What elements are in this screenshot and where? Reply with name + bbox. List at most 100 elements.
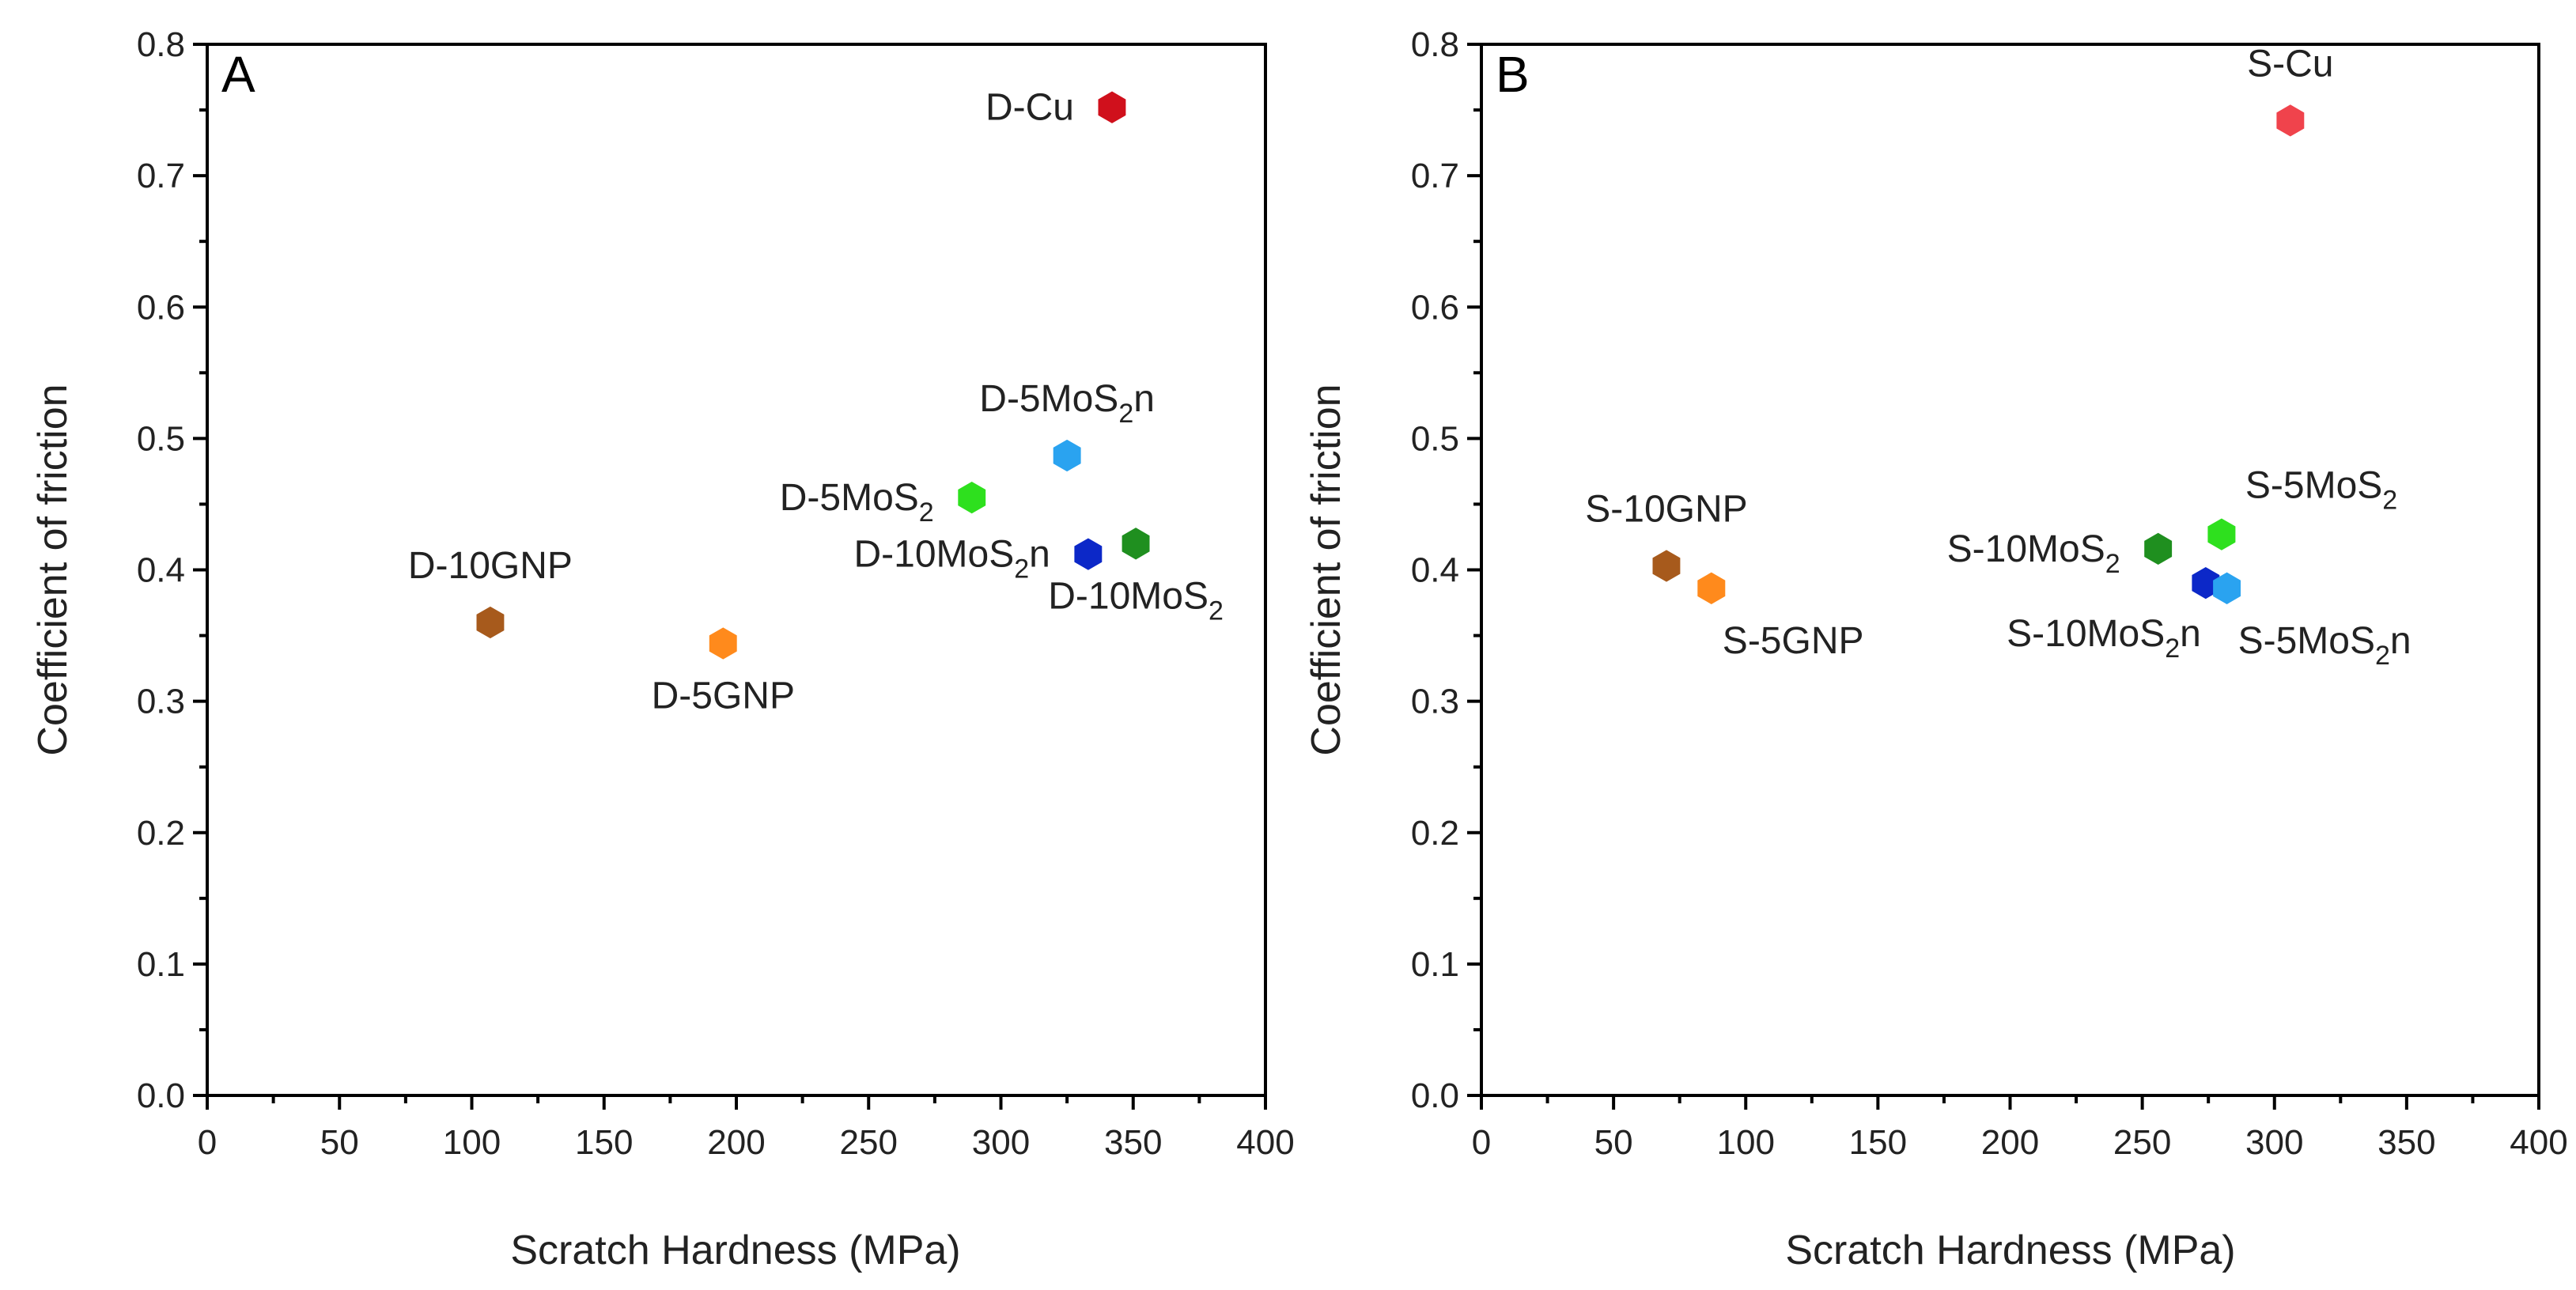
x-axis-title: Scratch Hardness (MPa) [510, 1228, 960, 1273]
label-subscript: 2 [1118, 399, 1133, 429]
point-label-S-10GNP: S-10GNP [1585, 489, 1747, 531]
label-main: D-5MoS [979, 378, 1118, 420]
x-axis-title: Scratch Hardness (MPa) [1785, 1228, 2235, 1273]
x-tick-label: 0 [1472, 1123, 1491, 1162]
point-label-D-5MoS2n: D-5MoS2n [979, 378, 1155, 429]
point-label-D-5MoS2: D-5MoS2 [780, 477, 934, 528]
point-D-5MoS2 [958, 481, 986, 514]
label-subscript: 2 [1014, 554, 1029, 584]
point-label-S-5MoS2: S-5MoS2 [2245, 465, 2397, 516]
y-tick-label: 0.3 [1411, 683, 1459, 721]
point-S-10MoS2n [2192, 566, 2220, 600]
y-axis-title: Coefficient of friction [1303, 384, 1349, 755]
y-tick-label: 0.5 [137, 419, 185, 458]
label-subscript: 2 [1209, 596, 1224, 626]
label-suffix: n [1133, 378, 1155, 420]
point-D-5MoS2n [1053, 439, 1081, 472]
label-subscript: 2 [2165, 634, 2180, 664]
y-tick-label: 0.6 [137, 288, 185, 327]
label-suffix: n [1029, 534, 1050, 576]
x-tick-label: 50 [320, 1123, 359, 1162]
y-tick-label: 0.2 [137, 814, 185, 853]
label-main: S-5GNP [1723, 620, 1864, 662]
y-axis-title: Coefficient of friction [30, 384, 76, 755]
point-D-10GNP [476, 606, 505, 639]
x-tick-label: 400 [1236, 1123, 1294, 1162]
point-D-5GNP [709, 627, 737, 660]
x-tick-label: 100 [1717, 1123, 1775, 1162]
x-tick-label: 100 [443, 1123, 501, 1162]
x-tick-label: 50 [1594, 1123, 1633, 1162]
label-subscript: 2 [2105, 549, 2120, 579]
point-S-5MoS2 [2207, 518, 2236, 550]
label-main: S-10MoS [2007, 613, 2165, 655]
point-label-S-5MoS2n: S-5MoS2n [2238, 620, 2411, 671]
point-label-D-Cu: D-Cu [985, 87, 1074, 129]
point-label-D-10MoS2n: D-10MoS2n [854, 534, 1050, 584]
point-S-10MoS2 [2144, 532, 2173, 566]
y-tick-label: 0.0 [137, 1076, 185, 1115]
y-tick-label: 0.6 [1411, 288, 1459, 327]
x-tick-label: 350 [2377, 1123, 2435, 1162]
point-S-Cu [2276, 104, 2305, 137]
x-tick-label: 250 [2113, 1123, 2171, 1162]
point-label-S-5GNP: S-5GNP [1723, 620, 1864, 662]
panel-a: 0 50 100 150 200 250 300 350 400 0.0 0.1 0.2 0.3 0.4 0… [30, 25, 1295, 1273]
panel-letter: B [1496, 46, 1530, 103]
y-tick-label: 0.4 [137, 551, 185, 590]
y-tick-label: 0.4 [1411, 551, 1459, 590]
x-tick-label: 300 [2245, 1123, 2303, 1162]
label-main: S-10MoS [1947, 528, 2105, 570]
point-S-5MoS2n [2213, 572, 2241, 604]
label-suffix: n [2390, 620, 2411, 662]
y-tick-label: 0.8 [1411, 25, 1459, 64]
x-tick-label: 250 [840, 1123, 898, 1162]
x-tick-label: 0 [198, 1123, 217, 1162]
panel-b: 0 50 100 150 200 250 300 350 400 0.0 0.1 0.2 0.3 0.4 0… [1303, 25, 2568, 1273]
point-label-S-Cu: S-Cu [2247, 43, 2333, 85]
label-main: D-5GNP [652, 675, 795, 717]
point-D-10MoS2n [1074, 538, 1103, 570]
point-S-5GNP [1697, 572, 1726, 604]
panel-letter: A [221, 46, 255, 103]
y-tick-label: 0.7 [1411, 157, 1459, 195]
label-main: S-5MoS [2238, 620, 2375, 662]
y-tick-label: 0.1 [1411, 945, 1459, 984]
point-label-S-10MoS2: S-10MoS2 [1947, 528, 2120, 579]
label-subscript: 2 [2382, 486, 2397, 516]
label-main: D-5MoS [780, 477, 919, 519]
point-label-D-10GNP: D-10GNP [408, 545, 573, 587]
x-tick-label: 200 [1981, 1123, 2039, 1162]
y-tick-label: 0.3 [137, 683, 185, 721]
label-main: S-Cu [2247, 43, 2333, 85]
x-tick-label: 300 [972, 1123, 1030, 1162]
label-main: D-10MoS [854, 534, 1015, 576]
label-main: D-Cu [985, 87, 1074, 129]
y-tick-label: 0.7 [137, 157, 185, 195]
label-main: S-5MoS [2245, 465, 2382, 507]
label-main: D-10GNP [408, 545, 573, 587]
y-tick-label: 0.5 [1411, 419, 1459, 458]
label-main: S-10GNP [1585, 489, 1747, 531]
x-tick-label: 350 [1104, 1123, 1162, 1162]
point-D-10MoS2 [1122, 528, 1150, 560]
x-tick-label: 400 [2510, 1123, 2567, 1162]
y-tick-label: 0.0 [1411, 1076, 1459, 1115]
label-subscript: 2 [919, 497, 934, 528]
point-label-D-5GNP: D-5GNP [652, 675, 795, 717]
x-tick-label: 200 [707, 1123, 765, 1162]
y-tick-label: 0.8 [137, 25, 185, 64]
point-label-D-10MoS2: D-10MoS2 [1048, 575, 1224, 626]
label-suffix: n [2180, 613, 2201, 655]
point-label-S-10MoS2n: S-10MoS2n [2007, 613, 2201, 664]
plot-frame [206, 43, 1267, 1097]
label-subscript: 2 [2375, 641, 2390, 671]
y-tick-label: 0.2 [1411, 814, 1459, 853]
x-tick-label: 150 [575, 1123, 633, 1162]
point-D-Cu [1098, 91, 1126, 123]
label-main: D-10MoS [1048, 575, 1209, 617]
point-S-10GNP [1652, 550, 1681, 582]
x-tick-label: 150 [1849, 1123, 1907, 1162]
y-tick-label: 0.1 [137, 945, 185, 984]
